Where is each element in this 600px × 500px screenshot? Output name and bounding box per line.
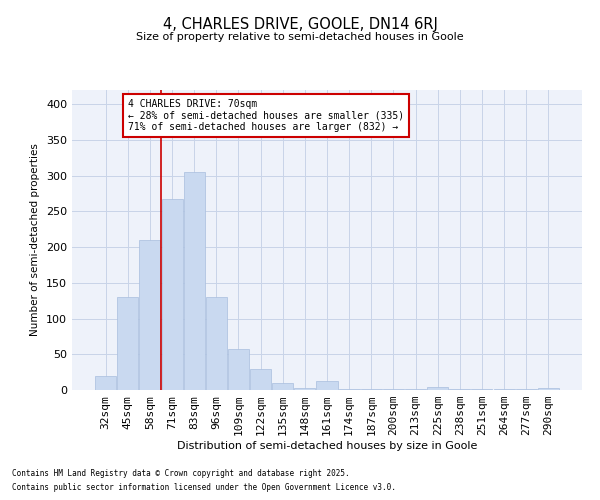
Bar bbox=[139, 240, 160, 390]
Text: 4, CHARLES DRIVE, GOOLE, DN14 6RJ: 4, CHARLES DRIVE, GOOLE, DN14 6RJ bbox=[163, 18, 437, 32]
Bar bbox=[338, 388, 359, 390]
Text: Contains HM Land Registry data © Crown copyright and database right 2025.: Contains HM Land Registry data © Crown c… bbox=[12, 468, 350, 477]
Bar bbox=[250, 368, 271, 390]
Bar bbox=[118, 297, 139, 390]
Bar bbox=[538, 388, 559, 390]
Bar bbox=[494, 388, 515, 390]
Bar bbox=[295, 388, 316, 390]
Bar bbox=[228, 350, 249, 390]
Bar bbox=[405, 388, 426, 390]
Bar bbox=[449, 388, 470, 390]
Y-axis label: Number of semi-detached properties: Number of semi-detached properties bbox=[31, 144, 40, 336]
Bar bbox=[95, 376, 116, 390]
Bar bbox=[361, 388, 382, 390]
Bar bbox=[184, 172, 205, 390]
Text: 4 CHARLES DRIVE: 70sqm
← 28% of semi-detached houses are smaller (335)
71% of se: 4 CHARLES DRIVE: 70sqm ← 28% of semi-det… bbox=[128, 98, 404, 132]
Bar bbox=[383, 388, 404, 390]
Text: Contains public sector information licensed under the Open Government Licence v3: Contains public sector information licen… bbox=[12, 484, 396, 492]
Bar bbox=[472, 388, 493, 390]
X-axis label: Distribution of semi-detached houses by size in Goole: Distribution of semi-detached houses by … bbox=[177, 441, 477, 451]
Bar bbox=[272, 383, 293, 390]
Bar bbox=[427, 387, 448, 390]
Bar bbox=[161, 198, 182, 390]
Bar bbox=[515, 388, 536, 390]
Text: Size of property relative to semi-detached houses in Goole: Size of property relative to semi-detach… bbox=[136, 32, 464, 42]
Bar bbox=[206, 297, 227, 390]
Bar bbox=[316, 380, 338, 390]
